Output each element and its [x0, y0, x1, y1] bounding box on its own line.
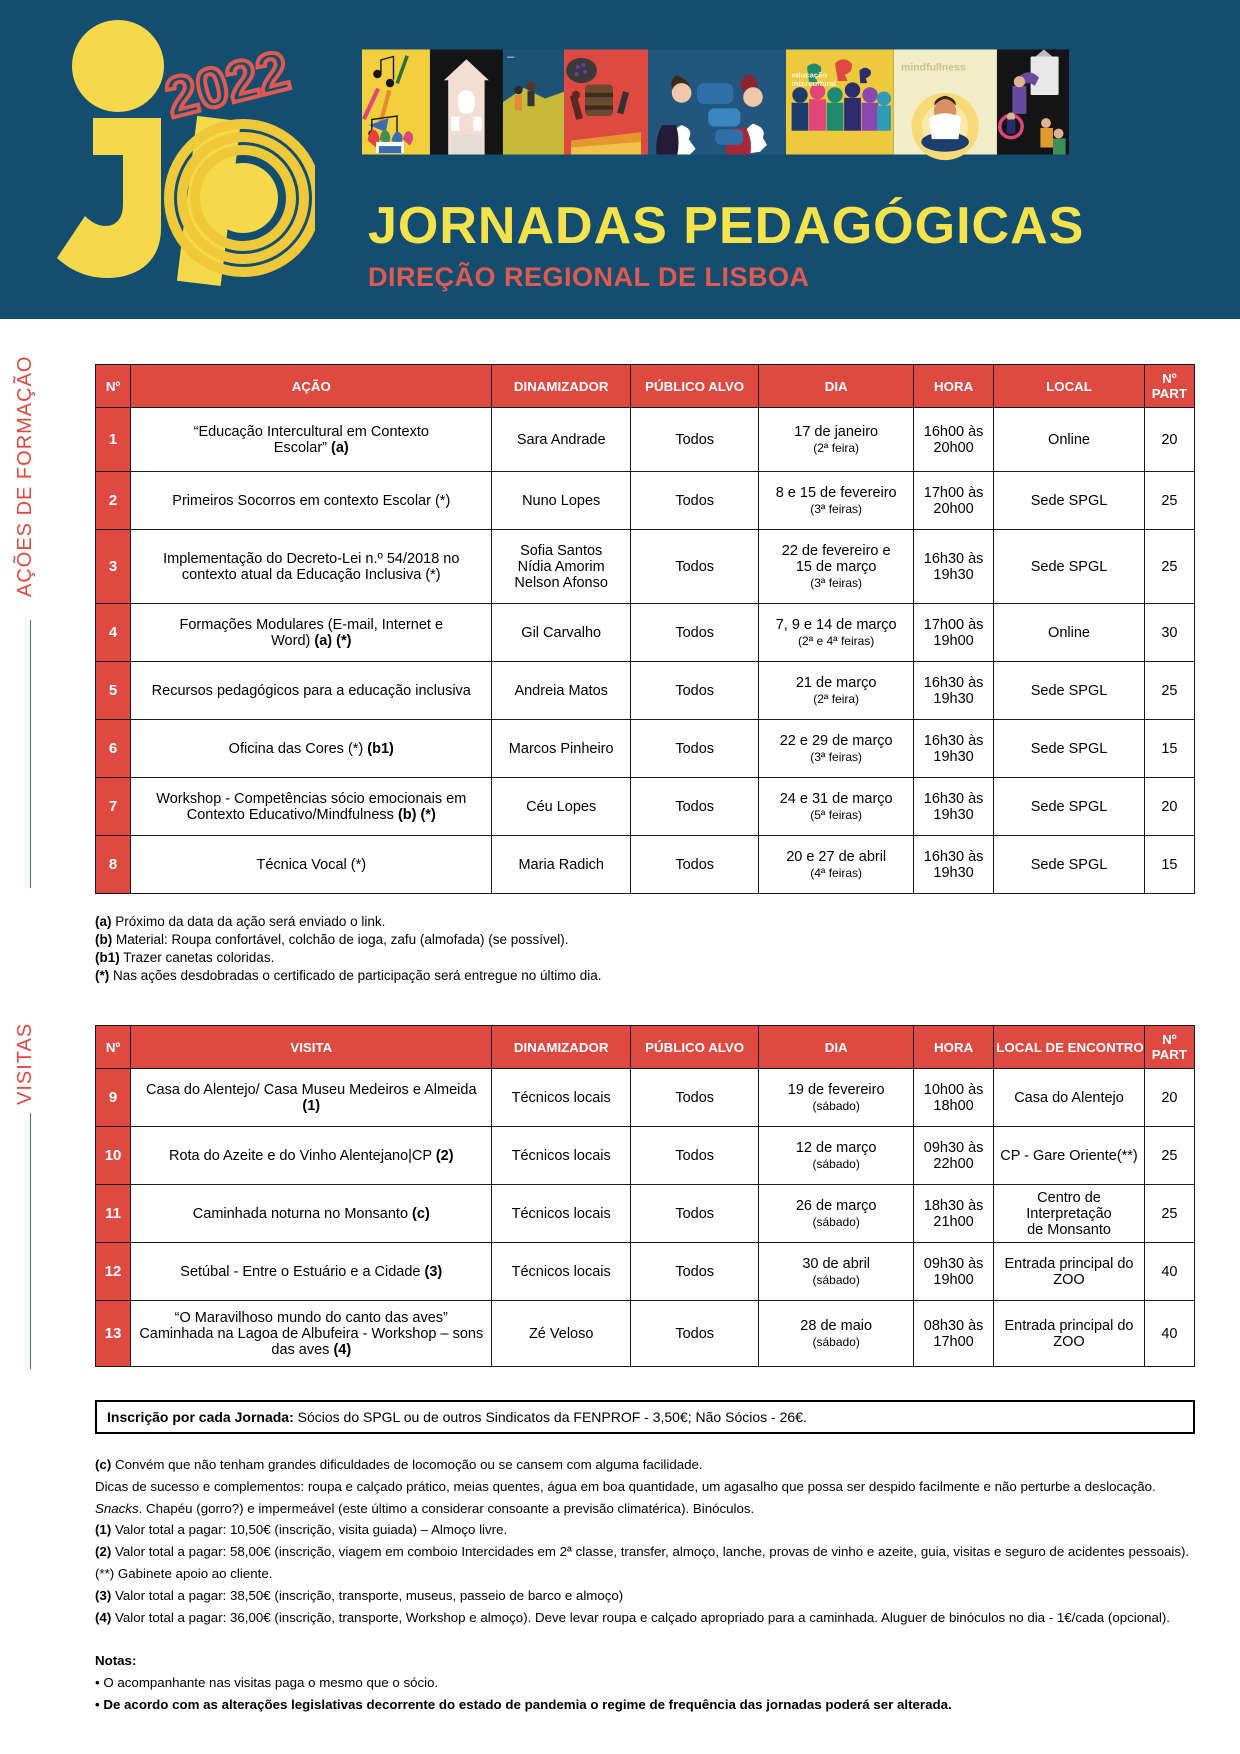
svg-text:intercultural: intercultural: [792, 79, 836, 88]
svg-text:educação: educação: [792, 71, 828, 80]
svg-text:2022: 2022: [159, 38, 295, 129]
svg-text:mindfullness: mindfullness: [901, 61, 966, 73]
